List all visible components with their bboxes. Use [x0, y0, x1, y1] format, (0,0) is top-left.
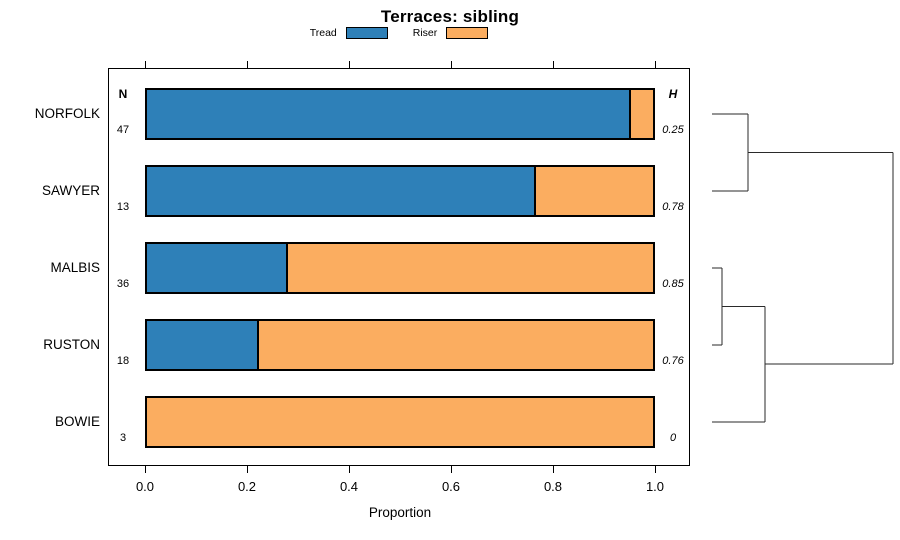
- n-value-malbis: 36: [116, 278, 130, 290]
- bottom-tick-0.8: [552, 466, 554, 473]
- legend-item-riser: Riser: [413, 27, 489, 39]
- n-value-sawyer: 13: [116, 201, 130, 213]
- h-value-norfolk: 0.25: [662, 124, 684, 136]
- category-label-ruston: RUSTON: [43, 337, 100, 352]
- stacked-bar-ruston: [145, 319, 655, 371]
- x-tick-label-0.2: 0.2: [237, 479, 257, 494]
- category-label-malbis: MALBIS: [50, 260, 100, 275]
- stacked-bar-malbis: [145, 242, 655, 294]
- plot-box: [108, 68, 690, 466]
- top-tick-1.0: [654, 61, 656, 68]
- tread-segment-malbis: [147, 244, 288, 292]
- legend-item-tread: Tread: [310, 27, 388, 39]
- n-value-ruston: 18: [116, 355, 130, 367]
- legend-label-tread: Tread: [309, 27, 337, 39]
- category-label-norfolk: NORFOLK: [34, 106, 100, 121]
- x-axis-title: Proportion: [368, 505, 432, 520]
- n-value-bowie: 3: [119, 432, 127, 444]
- n-column-header: N: [118, 87, 128, 101]
- h-value-sawyer: 0.78: [662, 201, 684, 213]
- bottom-tick-0.4: [348, 466, 350, 473]
- legend-swatch-riser: [446, 27, 489, 39]
- h-value-malbis: 0.85: [662, 278, 684, 290]
- stacked-bar-sawyer: [145, 165, 655, 217]
- top-tick-0.8: [552, 61, 554, 68]
- x-tick-label-0.8: 0.8: [543, 479, 563, 494]
- top-tick-0.6: [450, 61, 452, 68]
- tread-segment-sawyer: [147, 167, 537, 215]
- top-tick-0.2: [246, 61, 248, 68]
- chart-title: Terraces: sibling: [380, 7, 520, 26]
- h-value-bowie: 0: [669, 432, 677, 444]
- bottom-tick-0.2: [246, 466, 248, 473]
- x-tick-label-0.4: 0.4: [339, 479, 359, 494]
- bottom-tick-0.0: [144, 466, 146, 473]
- bottom-tick-1.0: [654, 466, 656, 473]
- category-label-sawyer: SAWYER: [41, 183, 100, 198]
- top-tick-0.4: [348, 61, 350, 68]
- stacked-bar-bowie: [145, 396, 655, 448]
- n-value-norfolk: 47: [116, 124, 130, 136]
- stacked-bar-norfolk: [145, 88, 655, 140]
- x-tick-label-1.0: 1.0: [645, 479, 665, 494]
- h-value-ruston: 0.76: [662, 355, 684, 367]
- legend: Tread Riser: [108, 25, 690, 41]
- tread-segment-norfolk: [147, 90, 632, 138]
- top-tick-0.0: [144, 61, 146, 68]
- x-tick-label-0.0: 0.0: [135, 479, 155, 494]
- h-column-header: H: [668, 87, 678, 101]
- category-label-bowie: BOWIE: [54, 414, 100, 429]
- legend-swatch-tread: [345, 27, 388, 39]
- x-tick-label-0.6: 0.6: [441, 479, 461, 494]
- bottom-tick-0.6: [450, 466, 452, 473]
- tread-segment-ruston: [147, 321, 260, 369]
- legend-label-riser: Riser: [412, 27, 438, 39]
